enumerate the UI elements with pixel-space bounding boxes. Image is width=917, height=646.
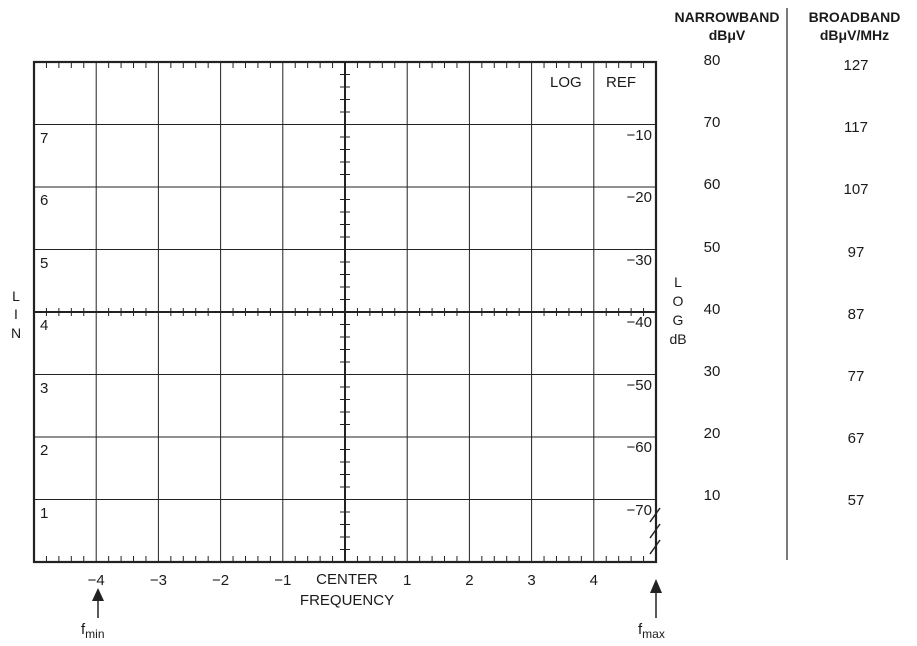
x-tick-label: −4 [87, 572, 105, 589]
lin-scale-label: 5 [40, 254, 49, 272]
ref-label: REF [606, 74, 636, 91]
narrowband-header: NARROWBAND dBμV [674, 9, 780, 43]
narrowband-value: 70 [703, 114, 721, 132]
narrowband-value: 30 [703, 363, 721, 380]
lin-scale-label: 2 [40, 442, 49, 459]
narrowband-value: 60 [703, 176, 721, 194]
fmax-label: fmax [638, 621, 665, 642]
fmin-arrow [92, 588, 104, 618]
lin-scale-label: 3 [40, 379, 49, 397]
narrowband-value: 50 [703, 238, 721, 256]
log-scale-label: −20 [626, 189, 652, 206]
log-scale-label: −70 [626, 501, 652, 519]
frequency-label: FREQUENCY [299, 592, 395, 609]
center-label: CENTER [316, 571, 378, 588]
lin-axis-letter-n: N [10, 325, 22, 341]
lin-scale-label: 1 [40, 504, 49, 522]
broadband-header: BROADBAND dBμV/MHz [808, 9, 901, 43]
fmin-label: fmin [81, 621, 105, 642]
narrowband-value: 20 [703, 425, 721, 443]
broadband-value: 57 [847, 492, 865, 510]
log-axis-letter-o: O [672, 293, 684, 309]
x-tick-label: 1 [403, 572, 412, 589]
broadband-value: 77 [847, 368, 865, 385]
fmax-arrow [650, 579, 662, 618]
narrowband-value: 10 [703, 487, 721, 505]
x-tick-label: −2 [212, 572, 230, 589]
log-scale-label: −40 [626, 314, 652, 331]
broadband-value: 87 [847, 305, 865, 323]
lin-scale-label: 6 [40, 192, 49, 209]
narrowband-value: 40 [703, 300, 721, 318]
log-scale-label: −50 [626, 376, 652, 394]
log-scale-label: −10 [626, 126, 652, 144]
lin-scale-label: 7 [40, 129, 49, 147]
log-axis-letter-l: L [674, 274, 682, 290]
lin-scale-label: 4 [40, 317, 49, 334]
broadband-value: 67 [847, 430, 865, 448]
log-scale-label: −60 [626, 439, 652, 456]
lin-axis-letter-l: L [12, 288, 20, 304]
x-tick-label: 2 [465, 572, 474, 589]
broadband-value: 117 [844, 119, 868, 137]
narrowband-value: 80 [703, 52, 721, 69]
log-label: LOG [550, 74, 582, 91]
broadband-value: 107 [843, 181, 869, 199]
lin-axis-letter-i: I [14, 306, 18, 322]
x-tick-label: −3 [149, 572, 167, 589]
log-axis-letter-g: G [672, 312, 684, 328]
x-tick-label: −1 [274, 572, 292, 589]
log-axis-label-db: dB [669, 331, 687, 347]
broadband-value: 97 [847, 243, 865, 261]
x-tick-label: 3 [527, 572, 536, 589]
log-scale-label: −30 [626, 251, 652, 269]
broadband-value: 127 [843, 57, 869, 74]
scale-break-marks [649, 507, 661, 555]
x-tick-label: 4 [589, 572, 598, 589]
